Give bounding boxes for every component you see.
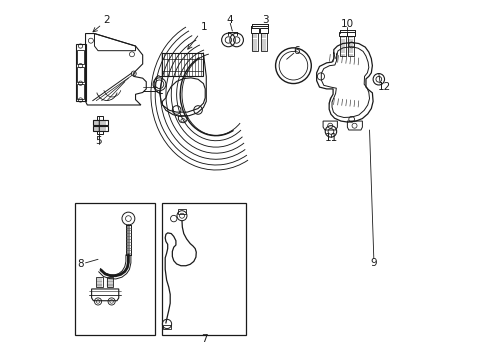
Text: 7: 7 xyxy=(201,334,207,344)
Text: 1: 1 xyxy=(187,22,207,49)
Bar xyxy=(340,36,345,56)
Bar xyxy=(259,28,267,33)
Text: 10: 10 xyxy=(340,18,353,28)
Text: 8: 8 xyxy=(78,259,84,269)
Text: 4: 4 xyxy=(226,15,233,25)
Bar xyxy=(250,28,259,33)
Text: 3: 3 xyxy=(262,15,269,25)
Bar xyxy=(75,203,155,336)
Bar xyxy=(163,325,170,329)
Bar xyxy=(251,33,258,51)
Bar xyxy=(107,277,113,287)
Text: 5: 5 xyxy=(95,136,102,147)
Bar xyxy=(97,116,103,120)
Text: 9: 9 xyxy=(370,258,376,268)
Bar xyxy=(339,32,346,36)
Text: 11: 11 xyxy=(324,133,337,143)
Bar xyxy=(162,203,246,336)
Bar xyxy=(77,50,84,64)
Bar xyxy=(96,277,102,287)
Text: 12: 12 xyxy=(378,82,391,92)
Bar xyxy=(97,131,103,134)
Bar xyxy=(347,36,353,56)
Bar xyxy=(178,209,185,213)
Bar xyxy=(260,33,266,51)
Bar xyxy=(77,84,84,99)
Text: 6: 6 xyxy=(292,46,299,56)
Bar xyxy=(162,53,203,76)
Bar xyxy=(93,126,107,131)
Text: 2: 2 xyxy=(93,15,110,32)
Bar xyxy=(346,32,354,36)
Bar xyxy=(93,120,107,125)
Bar xyxy=(77,67,84,82)
